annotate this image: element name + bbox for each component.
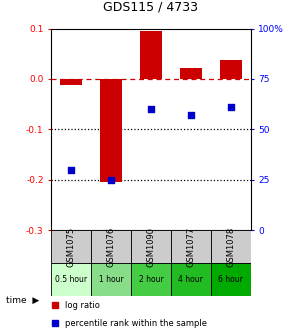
Polygon shape	[211, 263, 251, 296]
Text: time  ▶: time ▶	[6, 296, 39, 305]
Text: GSM1076: GSM1076	[107, 226, 115, 267]
Text: log ratio: log ratio	[65, 301, 100, 310]
Text: 6 hour: 6 hour	[218, 275, 243, 284]
Text: GSM1090: GSM1090	[146, 226, 155, 266]
Bar	[100, 79, 122, 182]
Polygon shape	[91, 230, 131, 263]
Polygon shape	[211, 230, 251, 263]
Polygon shape	[51, 263, 91, 296]
Text: 4 hour: 4 hour	[178, 275, 203, 284]
Text: GDS115 / 4733: GDS115 / 4733	[103, 0, 198, 13]
Text: 0.5 hour: 0.5 hour	[55, 275, 87, 284]
Point	[149, 107, 153, 112]
Text: 2 hour: 2 hour	[139, 275, 163, 284]
Point	[69, 167, 74, 172]
Bar	[60, 79, 82, 85]
Bar	[180, 68, 202, 79]
Text: 1 hour: 1 hour	[99, 275, 123, 284]
Text: percentile rank within the sample: percentile rank within the sample	[65, 319, 207, 328]
Point	[228, 104, 233, 110]
Polygon shape	[171, 263, 211, 296]
Text: GSM1075: GSM1075	[67, 226, 76, 266]
Polygon shape	[131, 230, 171, 263]
Text: GSM1077: GSM1077	[186, 226, 195, 267]
Polygon shape	[131, 263, 171, 296]
Point	[188, 113, 193, 118]
Text: GSM1078: GSM1078	[226, 226, 235, 267]
Polygon shape	[171, 230, 211, 263]
Bar	[220, 60, 241, 79]
Point	[109, 177, 113, 182]
Bar	[140, 31, 162, 79]
Polygon shape	[51, 230, 91, 263]
Polygon shape	[91, 263, 131, 296]
